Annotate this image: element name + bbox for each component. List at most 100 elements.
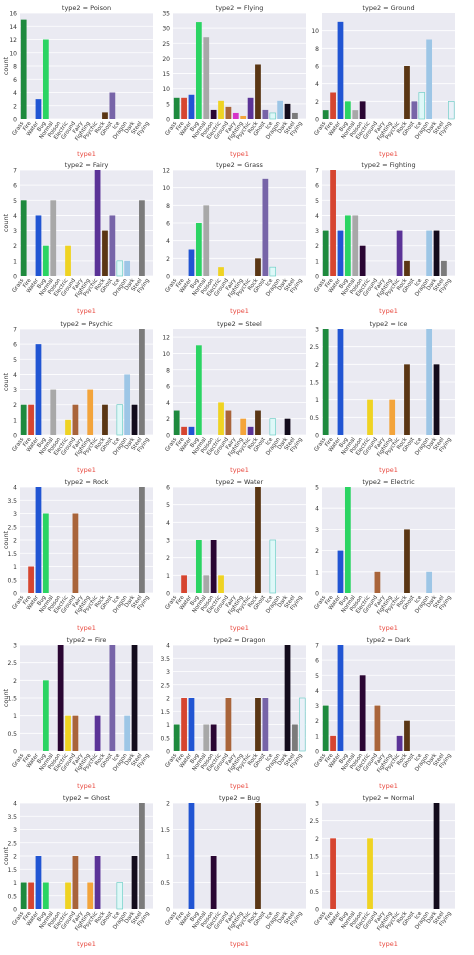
bar-fighting [87, 389, 94, 435]
y-tick-label: 4 [166, 238, 170, 245]
bar-bug [42, 680, 49, 751]
y-tick-label: 3 [13, 387, 17, 394]
y-tick-label: 12 [162, 168, 170, 175]
y-tick-label: 1.5 [7, 696, 17, 703]
bar-normal [203, 37, 210, 119]
y-tick-label: 3 [315, 327, 319, 334]
bar-rock [255, 410, 261, 435]
bar-ground [374, 705, 381, 751]
y-tick-label: 25 [162, 41, 170, 48]
y-tick-label: 7 [13, 327, 17, 334]
y-tick-label: 2 [166, 555, 170, 562]
bar-water [35, 215, 42, 276]
bar-ghost [262, 178, 269, 276]
bar-fire [181, 698, 187, 751]
y-axis-label: count [2, 530, 10, 549]
y-tick-label: 8 [315, 46, 319, 53]
y-axis-label: count [2, 372, 10, 391]
x-tick-label: Ice [112, 277, 122, 288]
y-tick-label: 5 [13, 357, 17, 364]
bar-psychic [396, 735, 403, 751]
y-tick-label: 1 [166, 573, 170, 580]
bar-rock [255, 64, 261, 119]
x-tick-label: Fire [324, 752, 335, 764]
bar-water [337, 230, 344, 276]
y-tick-label: 2.5 [309, 344, 319, 351]
x-tick-label: Bug [338, 278, 349, 290]
y-tick-label: 1 [13, 417, 17, 424]
y-tick-label: 2.5 [160, 682, 170, 689]
y-tick-label: 6 [166, 485, 170, 492]
y-axis-label: count [2, 56, 10, 75]
y-tick-label: 20 [162, 56, 170, 63]
x-tick-label: Bug [36, 437, 47, 449]
x-tick-label: Bug [36, 278, 47, 290]
x-tick-label: Fire [324, 594, 335, 606]
y-tick-label: 1.5 [7, 551, 17, 558]
x-tick-label: Bug [189, 595, 200, 607]
y-tick-label: 0 [315, 749, 319, 756]
panel-title: type2 = Electric [362, 478, 415, 486]
bar-water [35, 344, 42, 435]
y-tick-label: 3 [166, 669, 170, 676]
bar-dark [433, 803, 440, 909]
x-tick-label: Bug [189, 437, 200, 449]
bar-ice [116, 882, 123, 910]
y-tick-label: 12 [162, 335, 170, 342]
y-tick-label: 4 [13, 213, 17, 220]
bar-water [188, 249, 195, 276]
y-tick-label: 30 [162, 26, 170, 33]
x-tick-label: Ice [265, 277, 275, 288]
y-tick-label: 0 [166, 907, 170, 914]
y-tick-label: 1 [166, 854, 170, 861]
y-tick-label: 4 [315, 688, 319, 695]
x-tick-label: Bug [36, 911, 47, 923]
x-axis-label: type1 [230, 150, 249, 158]
bar-dark [284, 645, 291, 751]
y-tick-label: 7 [315, 643, 319, 650]
bar-ground [225, 410, 232, 435]
bar-ground [225, 106, 232, 119]
y-tick-label: 4 [166, 643, 170, 650]
y-tick-label: 10 [162, 86, 170, 93]
bar-psychic [94, 170, 101, 276]
y-tick-label: 14 [9, 24, 17, 31]
x-tick-label: Fire [324, 120, 335, 132]
y-tick-label: 0.5 [7, 731, 17, 738]
x-tick-label: Bug [338, 911, 349, 923]
y-tick-label: 4 [13, 485, 17, 492]
bar-steel [292, 112, 298, 119]
panel-title: type2 = Bug [219, 794, 260, 802]
bar-electric [65, 419, 71, 435]
x-tick-label: Ice [414, 277, 424, 288]
y-tick-label: 0 [13, 907, 17, 914]
y-tick-label: 1.5 [309, 380, 319, 387]
x-tick-label: Fire [22, 436, 33, 448]
y-tick-label: 3 [13, 228, 17, 235]
bar-ice [269, 266, 276, 277]
bar-bug [195, 540, 202, 593]
bar-steel [139, 487, 145, 593]
y-tick-label: 2.5 [7, 524, 17, 531]
bar-ice [269, 112, 276, 120]
bar-bug [195, 223, 202, 276]
x-tick-label: Bug [338, 437, 349, 449]
bar-dark [433, 230, 440, 276]
y-tick-label: 4 [315, 81, 319, 88]
y-tick-label: 0.5 [7, 893, 17, 900]
bar-ice [116, 260, 123, 277]
panel-title: type2 = Dragon [213, 636, 265, 644]
y-tick-label: 5 [166, 502, 170, 509]
y-tick-label: 3 [166, 538, 170, 545]
y-tick-label: 1 [315, 569, 319, 576]
